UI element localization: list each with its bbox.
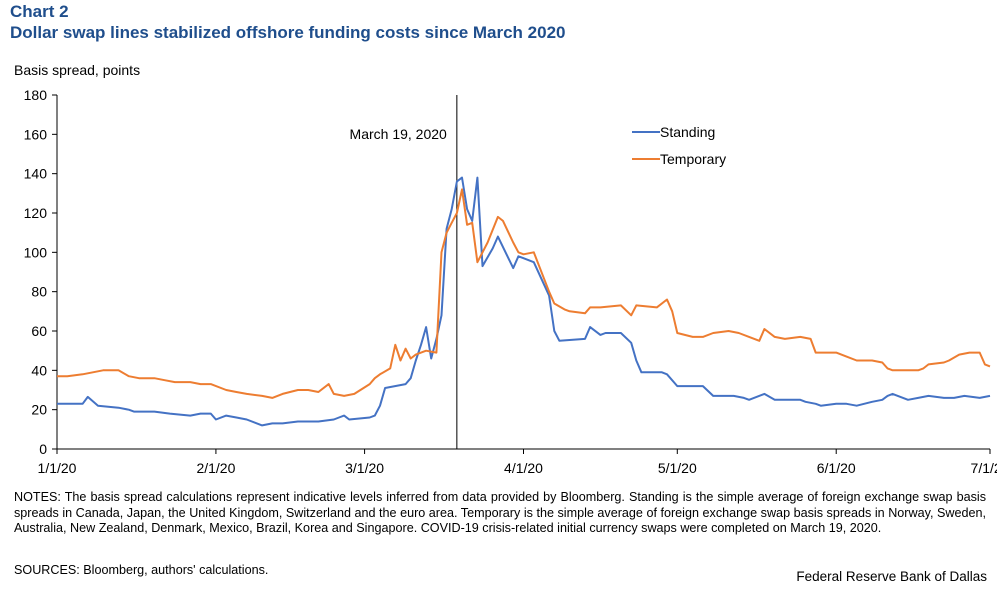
- y-tick-label: 20: [31, 402, 47, 418]
- y-tick-label: 160: [24, 126, 48, 142]
- x-tick-label: 7/1/20: [971, 460, 997, 476]
- x-axis: 1/1/20 2/1/20 3/1/20 4/1/20 5/1/20 6/1/20 7/1/…: [38, 448, 997, 476]
- annotation: March 19, 2020: [350, 95, 458, 449]
- y-tick-label: 180: [24, 87, 48, 103]
- sources: SOURCES: Bloomberg, authors' calculation…: [14, 563, 269, 577]
- y-axis: 0 20 40 60 80 100 120 140 160 180: [24, 87, 58, 457]
- y-tick-label: 60: [31, 323, 47, 339]
- y-tick-label: 120: [24, 205, 48, 221]
- y-axis-unit-label: Basis spread, points: [14, 62, 141, 78]
- y-tick-label: 100: [24, 244, 48, 260]
- credit: Federal Reserve Bank of Dallas: [796, 569, 987, 584]
- series-lines: [57, 176, 991, 427]
- y-tick-label: 40: [31, 362, 47, 378]
- chart-title: Dollar swap lines stabilized offshore fu…: [10, 23, 566, 42]
- y-tick-label: 0: [39, 441, 47, 457]
- x-tick-label: 2/1/20: [196, 460, 235, 476]
- march-19-marker-label: March 19, 2020: [350, 126, 447, 142]
- y-tick-label: 80: [31, 284, 47, 300]
- x-tick-label: 4/1/20: [504, 460, 543, 476]
- chart-label: Chart 2: [10, 2, 69, 21]
- series-line-temporary: [57, 188, 991, 399]
- x-tick-label: 5/1/20: [658, 460, 697, 476]
- series-line-standing: [57, 176, 991, 427]
- x-tick-label: 3/1/20: [345, 460, 384, 476]
- legend: Standing Temporary: [632, 124, 726, 167]
- x-tick-label: 6/1/20: [817, 460, 856, 476]
- legend-label-standing: Standing: [660, 124, 715, 140]
- x-tick-label: 1/1/20: [38, 460, 77, 476]
- notes: NOTES: The basis spread calculations rep…: [14, 490, 986, 535]
- y-tick-label: 140: [24, 166, 48, 182]
- legend-label-temporary: Temporary: [660, 151, 726, 167]
